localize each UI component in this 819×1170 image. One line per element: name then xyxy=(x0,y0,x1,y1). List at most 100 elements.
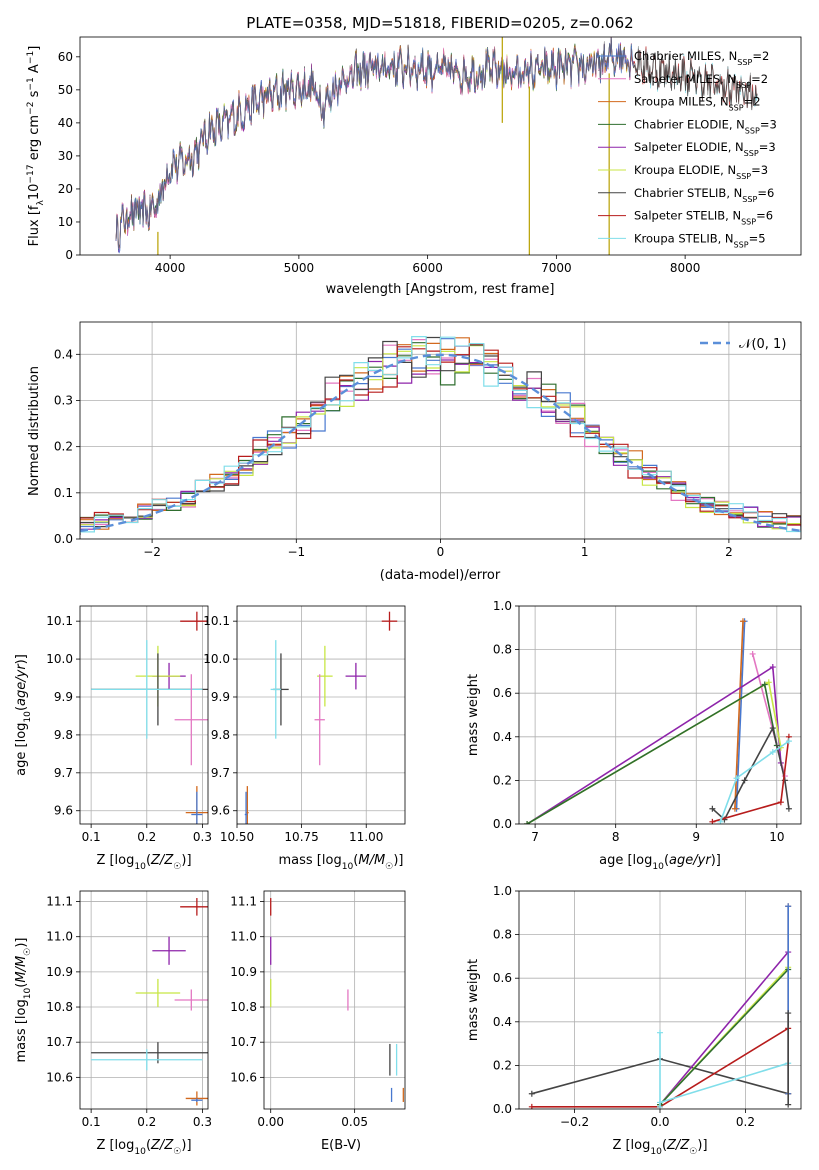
y-tick-label: 9.9 xyxy=(54,690,73,704)
mass-weight-marker xyxy=(785,738,792,745)
mass-weight-marker xyxy=(777,799,784,806)
mass-weight-marker xyxy=(524,821,531,824)
y-tick-label: 9.8 xyxy=(211,728,230,742)
mass-weight-marker xyxy=(785,1010,792,1017)
x-tick-label: 7000 xyxy=(541,261,572,275)
y-tick-label: 10.7 xyxy=(230,1035,257,1049)
legend-label: Kroupa MILES, NSSP=2 xyxy=(634,95,761,113)
mass-weight-marker xyxy=(731,805,738,812)
y-tick-label: 0.4 xyxy=(54,347,73,361)
x-tick-label: 7 xyxy=(531,830,539,844)
x-axis-label: E(B-V) xyxy=(321,1138,361,1153)
x-tick-label: 0.3 xyxy=(193,830,212,844)
y-tick-label: 0.1 xyxy=(54,486,73,500)
legend-label: Kroupa ELODIE, NSSP=3 xyxy=(634,163,768,181)
chart-title: PLATE=0358, MJD=51818, FIBERID=0205, z=0… xyxy=(246,14,633,32)
axes-frame xyxy=(79,890,209,1110)
mass-weight-marker xyxy=(739,618,746,625)
x-tick-label: 0.1 xyxy=(82,830,101,844)
plot-area xyxy=(80,891,208,1109)
chart-spectrum: 4000 5000 6000 7000 8000 0 10 20 30 40 50 60 xyxy=(58,36,802,275)
chart-weight-vs-age: 7 8 9 10 0.0 0.2 0.4 0.6 0.8 1.0 xyxy=(493,599,802,844)
x-tick-label: 0 xyxy=(437,545,445,559)
y-tick-label: 0.2 xyxy=(493,1058,512,1072)
plot-area xyxy=(264,891,405,1109)
y-tick-label: 10.0 xyxy=(46,652,73,666)
axes-frame xyxy=(79,605,209,825)
legend-label: Chabrier STELIB, NSSP=6 xyxy=(634,186,774,204)
plot-area xyxy=(237,606,405,824)
y-tick-label: 10.6 xyxy=(230,1070,257,1084)
y-tick-label: 0.4 xyxy=(493,730,512,744)
y-tick-label: 0 xyxy=(65,248,73,262)
x-tick-label: 5000 xyxy=(284,261,315,275)
chart-weight-vs-Z: −0.2 0.0 0.2 0.0 0.2 0.4 0.6 0.8 1.0 xyxy=(493,884,802,1129)
x-tick-label: 0.00 xyxy=(257,1115,284,1129)
x-tick-label: 9 xyxy=(692,830,700,844)
x-axis-label: Z [log10(Z/Z☉)] xyxy=(96,1138,191,1157)
chart-age-vs-Z: 0.1 0.2 0.3 9.6 9.7 9.8 9.9 10.0 10.1 xyxy=(46,605,212,844)
mass-weight-marker xyxy=(769,664,776,671)
chart-mass-vs-EBV: 0.00 0.05 10.6 10.7 10.8 10.9 11.0 11.1 xyxy=(230,890,406,1129)
x-tick-label: 0.2 xyxy=(736,1115,755,1129)
mass-weight-marker xyxy=(709,805,716,812)
y-tick-label: 10.1 xyxy=(46,614,73,628)
y-axis-label: age [log10(age/yr)] xyxy=(14,654,33,776)
x-axis-label: Z [log10(Z/Z☉)] xyxy=(612,1138,707,1157)
y-tick-label: 9.7 xyxy=(211,766,230,780)
plot-area xyxy=(80,606,208,824)
x-tick-label: −2 xyxy=(143,545,161,559)
y-tick-label: 10.9 xyxy=(230,965,257,979)
x-tick-label: 0.1 xyxy=(82,1115,101,1129)
x-tick-label: 10 xyxy=(769,830,784,844)
y-tick-label: 10.7 xyxy=(46,1035,73,1049)
spectrum-data-line xyxy=(115,37,758,248)
legend-label: Salpeter ELODIE, NSSP=3 xyxy=(634,140,776,158)
mass-weight-marker xyxy=(733,775,740,782)
x-tick-label: 0.05 xyxy=(341,1115,368,1129)
x-tick-label: −0.2 xyxy=(560,1115,589,1129)
y-tick-label: 9.7 xyxy=(54,766,73,780)
y-tick-label: 10.9 xyxy=(46,965,73,979)
mass-weight-marker xyxy=(769,725,776,732)
x-tick-label: 6000 xyxy=(412,261,443,275)
mass-weight-line xyxy=(526,665,782,824)
x-axis-label: Z [log10(Z/Z☉)] xyxy=(96,853,191,872)
y-tick-label: 10.8 xyxy=(46,1000,73,1014)
x-tick-label: 10.50 xyxy=(220,830,254,844)
plot-area xyxy=(519,891,801,1109)
legend-label: 𝒩(0, 1) xyxy=(739,337,786,352)
y-tick-label: 11.0 xyxy=(230,930,257,944)
mass-weight-marker xyxy=(657,1029,663,1036)
mass-weight-line xyxy=(659,1062,789,1104)
y-tick-label: 60 xyxy=(58,50,73,64)
y-tick-label: 0.6 xyxy=(493,686,512,700)
y-tick-label: 0.0 xyxy=(493,817,512,831)
x-tick-label: 8000 xyxy=(670,261,701,275)
axes-frame xyxy=(79,36,802,256)
y-tick-label: 0.3 xyxy=(54,393,73,407)
y-axis-label: mass weight xyxy=(466,674,481,756)
chart-mass-vs-Z: 0.1 0.2 0.3 10.6 10.7 10.8 10.9 11.0 11.1 xyxy=(46,890,212,1129)
y-tick-label: 10.6 xyxy=(46,1070,73,1084)
y-tick-label: 0.2 xyxy=(493,773,512,787)
x-tick-label: 8 xyxy=(612,830,620,844)
legend-label: Kroupa STELIB, NSSP=5 xyxy=(634,231,766,249)
x-axis-label: age [log10(age/yr)] xyxy=(599,853,721,872)
mass-weight-line xyxy=(659,968,789,1106)
y-tick-label: 10.8 xyxy=(230,1000,257,1014)
x-axis-label: mass [log10(M/M☉)] xyxy=(279,853,404,872)
x-tick-label: 0.2 xyxy=(137,830,156,844)
mass-weight-marker xyxy=(761,681,768,688)
normal-distribution-curve xyxy=(80,353,801,533)
legend-label: Chabrier MILES, NSSP=2 xyxy=(634,49,769,67)
y-tick-label: 9.6 xyxy=(54,804,73,818)
legend-label: Chabrier ELODIE, NSSP=3 xyxy=(634,117,777,135)
y-axis-label: mass [log10(M/M☉)] xyxy=(14,938,33,1063)
y-tick-label: 0.0 xyxy=(54,532,73,546)
x-tick-label: 0.3 xyxy=(193,1115,212,1129)
mass-weight-marker xyxy=(528,1090,535,1097)
y-axis-label: mass weight xyxy=(466,959,481,1041)
mass-weight-line xyxy=(659,951,789,1106)
y-tick-label: 20 xyxy=(58,182,73,196)
